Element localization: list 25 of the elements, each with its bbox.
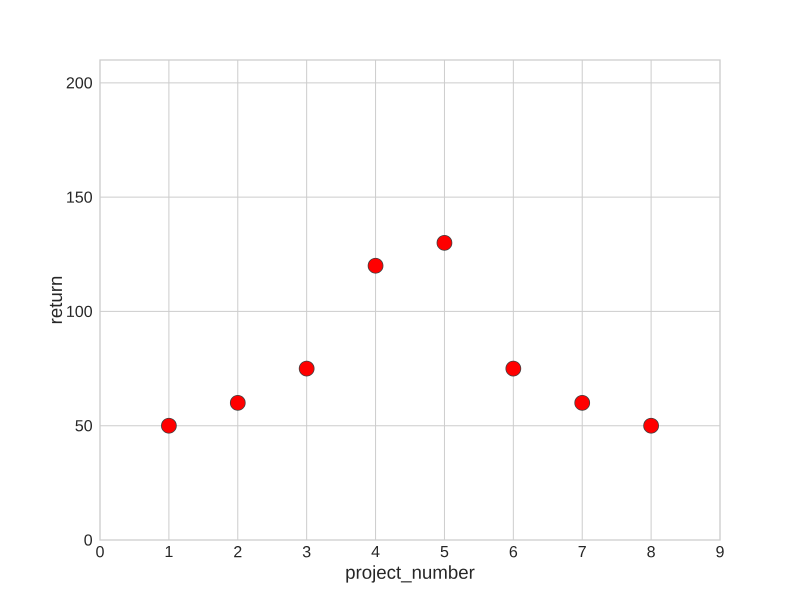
y-tick-label: 200	[66, 77, 92, 89]
point	[298, 360, 315, 376]
point	[368, 258, 384, 274]
y-tick-label: 50	[75, 420, 92, 432]
x-tick-label: 6	[510, 546, 518, 558]
x-tick-label: 0	[96, 546, 104, 558]
point	[436, 234, 452, 251]
x-axis-title: project_number	[346, 565, 475, 583]
point	[574, 394, 590, 411]
point	[643, 418, 659, 434]
x-tick-label: 4	[371, 546, 380, 558]
x-tick-label: 2	[234, 546, 242, 558]
x-tick-label: 8	[647, 546, 655, 558]
point	[505, 360, 522, 376]
point	[161, 418, 177, 434]
x-tick-label: 1	[166, 546, 173, 558]
y-tick-label: 0	[84, 534, 92, 546]
x-tick-label: 7	[578, 546, 586, 558]
x-tick-label: 5	[440, 546, 448, 558]
y-axis-title: return	[50, 276, 62, 324]
point	[230, 394, 246, 411]
y-tick-label: 150	[67, 191, 92, 203]
x-tick-label: 9	[716, 546, 724, 558]
y-tick-label: 100	[67, 306, 92, 318]
x-tick-label: 3	[302, 546, 310, 558]
